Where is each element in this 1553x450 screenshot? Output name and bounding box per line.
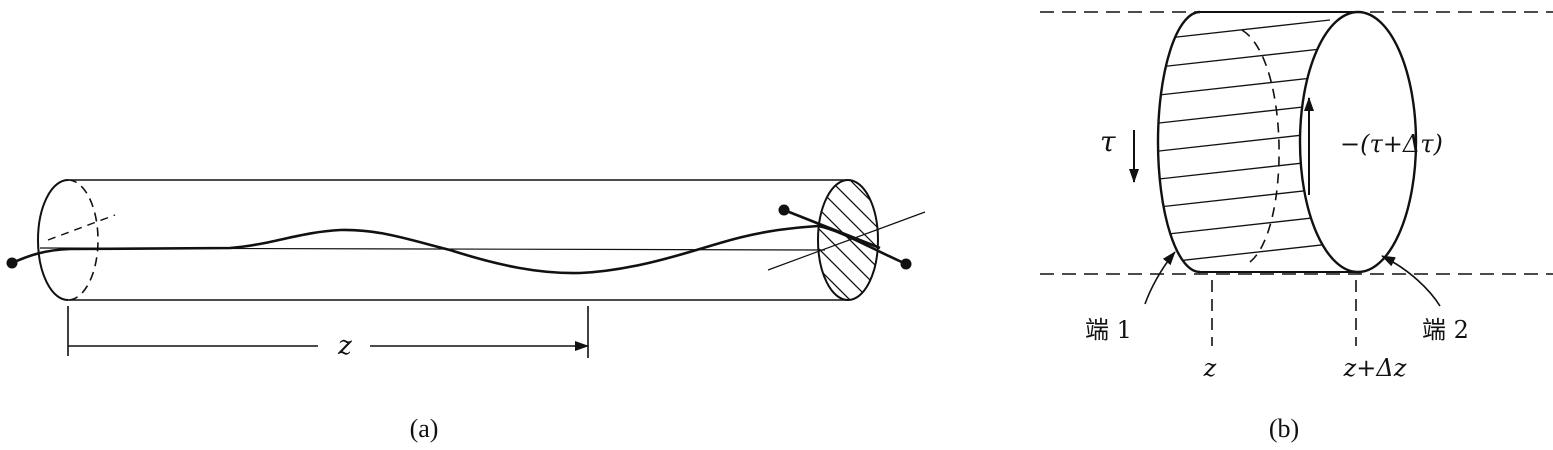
wavy-conductor (11, 224, 907, 275)
conductor-lead-right (783, 208, 881, 250)
tube-left-end-front (37, 179, 69, 301)
left-end-diagonal (47, 214, 116, 241)
z-label: z (1203, 354, 1217, 382)
end2-label: 端 2 (1422, 316, 1469, 344)
figure-b-cylinder-slice (1040, 10, 1553, 346)
figure-a-coaxial-line (6, 179, 926, 358)
end2-leader (1381, 255, 1441, 307)
end1-face-back (1241, 29, 1280, 263)
dim-label-z: z (337, 331, 352, 361)
tau-label: τ (1100, 125, 1116, 158)
z-dz-label: z+Δz (1343, 354, 1407, 382)
tube-left-end-back (67, 179, 99, 301)
tube-right-end-section (817, 179, 879, 301)
terminal-dot-right (900, 258, 912, 270)
terminal-dot-left (6, 257, 18, 269)
end1-face-front (1156, 10, 1201, 274)
end1-label: 端 1 (1085, 316, 1132, 344)
neg-tau-label: −(τ+Δτ) (1340, 130, 1443, 158)
end1-leader (1144, 251, 1176, 305)
end2-face (1298, 10, 1418, 274)
right-end-diagonal (767, 211, 926, 271)
caption-b: (b) (1269, 414, 1299, 443)
caption-a: (a) (410, 414, 439, 443)
terminal-dot-right-top (778, 204, 790, 216)
